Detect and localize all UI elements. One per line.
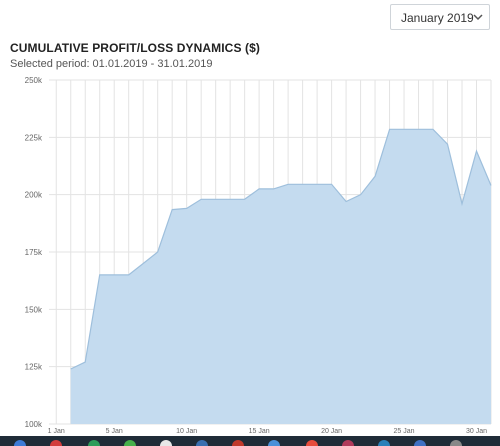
excel-icon[interactable] [88, 440, 100, 446]
y-tick-label: 100k [25, 420, 43, 429]
chart-title: CUMULATIVE PROFIT/LOSS DYNAMICS ($) [10, 41, 260, 55]
x-tick-label: 25 Jan [394, 428, 415, 435]
chat-icon[interactable] [124, 440, 136, 446]
y-tick-label: 250k [25, 76, 43, 85]
data-point[interactable] [388, 127, 392, 131]
data-point[interactable] [112, 273, 116, 277]
x-tick-label: 1 Jan [48, 428, 65, 435]
data-point[interactable] [286, 182, 290, 186]
data-point[interactable] [315, 182, 319, 186]
data-point[interactable] [156, 250, 160, 254]
data-point[interactable] [127, 273, 131, 277]
data-point[interactable] [446, 142, 450, 146]
x-tick-label: 15 Jan [249, 428, 270, 435]
data-point[interactable] [98, 273, 102, 277]
data-point[interactable] [69, 367, 73, 371]
data-point[interactable] [83, 360, 87, 364]
data-point[interactable] [301, 182, 305, 186]
data-point[interactable] [489, 183, 493, 187]
data-point[interactable] [431, 127, 435, 131]
data-point[interactable] [373, 174, 377, 178]
area-series-fill [70, 129, 491, 425]
taskbar [0, 436, 500, 446]
mail-icon[interactable] [378, 440, 390, 446]
period-select-value: January 2019 [401, 11, 474, 25]
data-point[interactable] [228, 197, 232, 201]
data-point[interactable] [475, 149, 479, 153]
app-icon[interactable] [342, 440, 354, 446]
data-point[interactable] [417, 127, 421, 131]
files-icon[interactable] [414, 440, 426, 446]
data-point[interactable] [330, 182, 334, 186]
window-icon[interactable] [160, 440, 172, 446]
profit-loss-chart: 100k 125k 150k 175k 200k 225k 250k 1 Jan 5 Jan 10… [25, 76, 493, 435]
x-tick-label: 20 Jan [321, 428, 342, 435]
opera-icon[interactable] [50, 440, 62, 446]
y-tick-label: 175k [25, 248, 43, 257]
data-point[interactable] [272, 187, 276, 191]
period-select[interactable]: January 2019 [390, 4, 490, 30]
chevron-down-icon [473, 14, 483, 21]
data-point[interactable] [359, 193, 363, 197]
data-point[interactable] [402, 127, 406, 131]
data-point[interactable] [199, 197, 203, 201]
area-series-line [70, 128, 492, 370]
data-point[interactable] [243, 197, 247, 201]
data-point[interactable] [257, 187, 261, 191]
media-icon[interactable] [306, 440, 318, 446]
y-tick-label: 125k [25, 363, 43, 372]
chart-subtitle: Selected period: 01.01.2019 - 31.01.2019 [10, 58, 213, 70]
browser-icon[interactable] [268, 440, 280, 446]
x-tick-label: 10 Jan [176, 428, 197, 435]
tools-icon[interactable] [232, 440, 244, 446]
data-point[interactable] [185, 206, 189, 210]
data-point[interactable] [344, 200, 348, 204]
y-tick-label: 225k [25, 133, 43, 142]
data-point[interactable] [214, 197, 218, 201]
start-icon[interactable] [14, 440, 26, 446]
y-tick-label: 200k [25, 191, 43, 200]
data-point[interactable] [170, 208, 174, 212]
x-tick-label: 5 Jan [106, 428, 123, 435]
x-tick-label: 30 Jan [466, 428, 487, 435]
settings-icon[interactable] [450, 440, 462, 446]
data-point[interactable] [460, 202, 464, 206]
data-point[interactable] [141, 261, 145, 265]
y-tick-label: 150k [25, 305, 43, 314]
word-icon[interactable] [196, 440, 208, 446]
